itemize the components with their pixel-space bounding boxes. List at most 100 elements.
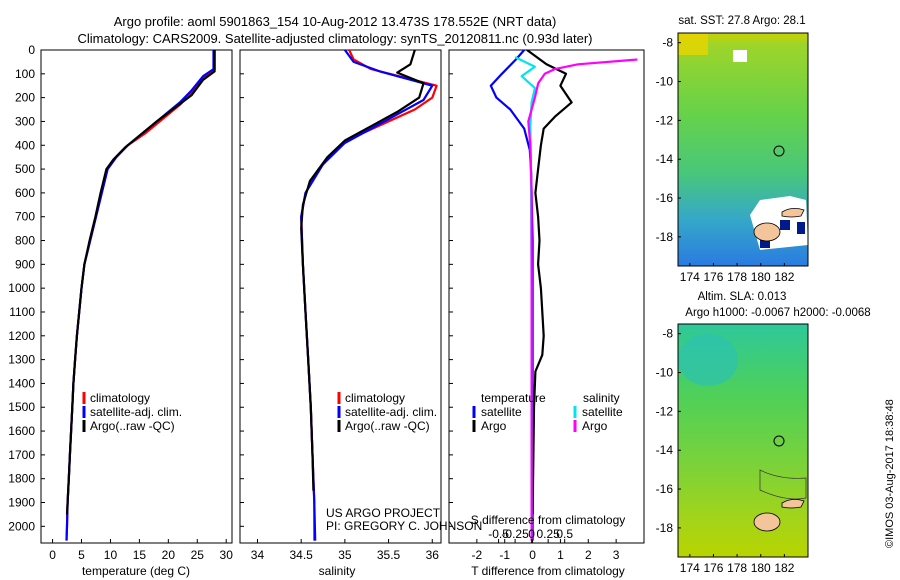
x-tick-label: 10 [104, 548, 118, 562]
depth-tick-label: 900 [15, 257, 35, 271]
vanua-levu-island [781, 499, 805, 509]
x-tick-label: 3 [613, 548, 620, 562]
sst-map: sat. SST: 27.8 Argo: 28.1 174 176 178 180 18… [656, 15, 809, 284]
legend-label-t-satellite: satellite [481, 405, 522, 419]
lat-tick-label: -12 [656, 113, 674, 127]
x-tick-label: 0 [529, 548, 536, 562]
depth-tick-label: 1300 [8, 353, 35, 367]
depth-tick-label: 300 [15, 114, 35, 128]
legend-label-satellite: satellite-adj. clim. [90, 405, 182, 419]
legend-header-salinity: salinity [583, 391, 620, 405]
sst-missing-patch [733, 50, 747, 62]
lat-tick-label: -8 [662, 327, 673, 341]
depth-tick-label: 1700 [8, 448, 35, 462]
series-line-climatology [65, 50, 216, 541]
vanua-levu-island [781, 208, 805, 218]
figure-subtitle: Climatology: CARS2009. Satellite-adjuste… [78, 31, 593, 46]
lon-tick-label: 176 [703, 561, 723, 575]
temperature-xlabel: temperature (deg C) [82, 564, 190, 578]
x-tick-label: 34 [251, 548, 265, 562]
legend-label-t-argo: Argo [481, 419, 507, 433]
depth-tick-label: 1800 [8, 472, 35, 486]
legend-label-satellite: satellite-adj. clim. [345, 405, 437, 419]
sla-map-axes: 174 176 178 180 182 -8 -10 -12 -14 -16 -18 [656, 327, 795, 575]
lon-tick-label: 178 [727, 270, 747, 284]
difference-axes [448, 49, 645, 544]
lat-tick-label: -10 [656, 75, 674, 89]
lon-tick-label: 182 [774, 270, 794, 284]
salinity-legend: climatology satellite-adj. clim. Argo(..… [337, 391, 437, 433]
depth-tick-label: 2000 [8, 519, 35, 533]
lon-tick-label: 178 [727, 561, 747, 575]
pi-credit: PI: GREGORY C. JOHNSON [326, 519, 482, 533]
lat-tick-label: -14 [656, 152, 674, 166]
series-line-argo-raw-qc- [300, 50, 425, 491]
t-diff-x-axis: -2 -1 0 1 2 3 [472, 539, 620, 562]
lat-tick-label: -10 [656, 366, 674, 380]
sst-map-title: sat. SST: 27.8 Argo: 28.1 [678, 15, 805, 27]
series-line-argo [527, 58, 638, 541]
depth-tick-label: 200 [15, 91, 35, 105]
sla-low-patch [678, 334, 738, 386]
x-tick-label: 35 [338, 548, 352, 562]
lon-tick-label: 182 [774, 561, 794, 575]
legend-label-climatology: climatology [90, 391, 150, 405]
depth-tick-label: 500 [15, 162, 35, 176]
legend-label-s-argo: Argo [582, 419, 608, 433]
temperature-axes [40, 49, 233, 544]
legend-label-climatology: climatology [345, 391, 405, 405]
x-tick-label: 0.5 [556, 527, 573, 541]
argo-location-marker [773, 145, 785, 157]
argo-location-marker [773, 435, 785, 447]
sla-contour [759, 469, 807, 500]
sst-cold-cell [780, 220, 790, 230]
lon-tick-label: 180 [751, 561, 771, 575]
x-tick-label: 30 [220, 548, 234, 562]
series-line-satellite-adj-clim- [65, 50, 215, 541]
difference-legend: temperature salinity satellite Argo sate… [472, 391, 623, 433]
depth-tick-label: 1600 [8, 424, 35, 438]
lon-tick-label: 174 [680, 561, 700, 575]
lat-tick-label: -16 [656, 191, 674, 205]
sst-map-axes: 174 176 178 180 182 -8 -10 -12 -14 -16 -18 [656, 36, 795, 284]
depth-tick-label: 800 [15, 234, 35, 248]
x-tick-label: 36 [426, 548, 440, 562]
t-diff-xlabel: T difference from climatology [471, 564, 625, 578]
series-line-argo-raw-qc- [65, 50, 216, 515]
figure-title: Argo profile: aoml 5901863_154 10-Aug-20… [114, 14, 557, 29]
salinity-x-axis: 34 34.5 35 35.5 36 [251, 539, 439, 562]
viti-levu-island [753, 512, 781, 532]
s-diff-xlabel: S difference from climatology [471, 513, 626, 527]
lat-tick-label: -14 [656, 443, 674, 457]
depth-axis: 0 100 200 300 400 500 600 700 800 900 1000 1100 1200… [8, 43, 453, 533]
depth-tick-label: 1900 [8, 496, 35, 510]
sla-map-title: Altim. SLA: 0.013 [698, 291, 787, 303]
x-tick-label: -2 [472, 548, 483, 562]
sla-map: Altim. SLA: 0.013 Argo h1000: -0.0067 h2… [656, 291, 871, 575]
sst-map-frame [677, 32, 809, 267]
x-tick-label: 0 [528, 527, 535, 541]
x-tick-label: 2 [585, 548, 592, 562]
x-tick-label: 25 [191, 548, 205, 562]
lat-tick-label: -18 [656, 230, 674, 244]
legend-label-argo: Argo(..raw -QC) [345, 419, 430, 433]
x-tick-label: 15 [133, 548, 147, 562]
x-tick-label: 35.5 [377, 548, 401, 562]
series-line-satellite-adj-clim- [300, 50, 434, 541]
difference-profiles [489, 50, 638, 541]
legend-label-s-satellite: satellite [582, 405, 623, 419]
x-tick-label: 34.5 [289, 548, 313, 562]
lon-tick-label: 174 [680, 270, 700, 284]
imos-footer: ©IMOS 03-Aug-2017 18:38:48 [884, 399, 896, 548]
legend-header-temperature: temperature [481, 391, 546, 405]
lon-tick-label: 176 [703, 270, 723, 284]
salinity-xlabel: salinity [319, 564, 356, 578]
x-tick-label: 0.25 [536, 527, 560, 541]
s-diff-x-axis: -0.5-0.25 0 0.250.5 [488, 527, 573, 543]
sla-map-frame [677, 323, 809, 558]
sla-map-subtitle: Argo h1000: -0.0067 h2000: -0.0068 [685, 307, 870, 319]
depth-tick-label: 400 [15, 138, 35, 152]
x-tick-label: 1 [557, 548, 564, 562]
sst-cold-cell [797, 222, 805, 234]
project-credit: US ARGO PROJECT [326, 506, 441, 520]
